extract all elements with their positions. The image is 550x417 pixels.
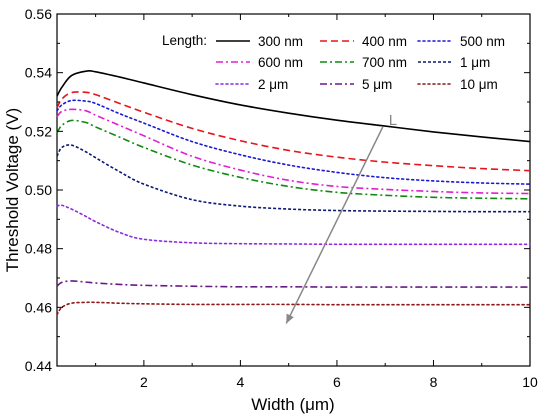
- series-line-4: [56, 108, 531, 195]
- legend-label-4: 600 nm: [258, 55, 303, 70]
- y-tick-label: 0.52: [25, 123, 52, 139]
- series-line-1: [56, 70, 531, 143]
- x-tick-label: 6: [333, 374, 341, 390]
- y-tick-label: 0.56: [25, 6, 52, 22]
- legend-label-2: 400 nm: [362, 34, 407, 49]
- annotation-arrowhead: [286, 313, 294, 324]
- series-line-9: [56, 301, 531, 316]
- y-axis-title: Threshold Voltage (V): [3, 108, 22, 272]
- y-tick-label: 0.48: [25, 241, 52, 257]
- y-tick-label: 0.54: [25, 65, 52, 81]
- legend-label-7: 2 μm: [258, 77, 288, 92]
- y-tick-label: 0.46: [25, 299, 52, 315]
- series-layer: [56, 70, 531, 316]
- legend-label-8: 5 μm: [362, 77, 392, 92]
- legend-label-5: 700 nm: [362, 55, 407, 70]
- series-line-2: [56, 91, 531, 172]
- legend-title: Length:: [162, 33, 207, 48]
- legend-label-1: 300 nm: [258, 34, 303, 49]
- y-tick-label: 0.44: [25, 358, 52, 374]
- legend-label-6: 1 μm: [460, 55, 490, 70]
- y-tick-label: 0.50: [25, 182, 52, 198]
- annotation-label: L: [389, 112, 397, 129]
- x-tick-label: 4: [237, 374, 245, 390]
- annotation-arrow: [285, 126, 384, 324]
- legend-label-9: 10 μm: [460, 77, 498, 92]
- legend-label-3: 500 nm: [460, 34, 505, 49]
- series-line-3: [56, 99, 531, 185]
- x-tick-label: 2: [140, 374, 148, 390]
- x-axis-title: Width (μm): [251, 395, 334, 414]
- series-line-6: [56, 144, 531, 213]
- annotation-arrow-group: L: [285, 112, 397, 324]
- axis-layer: 2 4 6 8 10 0.44 0.46 0.48 0.50 0.52 0.54 0.56: [25, 6, 538, 390]
- x-tick-label: 8: [430, 374, 438, 390]
- series-line-8: [56, 280, 530, 288]
- legend: Length: 300 nm 400 nm 500 nm 600 nm 700 nm 1 μ…: [162, 33, 505, 92]
- series-line-5: [56, 119, 531, 200]
- series-line-7: [56, 204, 531, 246]
- x-tick-label: 10: [522, 374, 538, 390]
